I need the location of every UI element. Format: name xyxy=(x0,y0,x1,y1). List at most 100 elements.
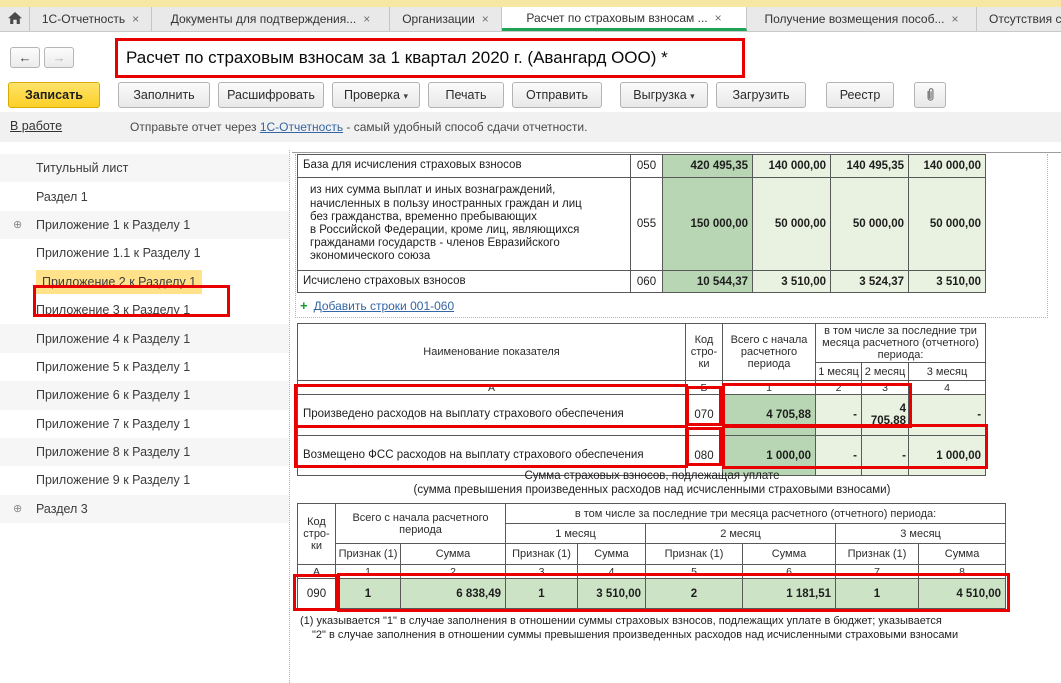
sidebar-item-annex-6[interactable]: Приложение 6 к Разделу 1 xyxy=(0,381,289,410)
back-button[interactable]: ← xyxy=(10,47,40,68)
load-button[interactable]: Загрузить xyxy=(716,82,806,108)
row-090-flag-m2[interactable]: 2 xyxy=(645,578,743,609)
back-arrow-icon: ← xyxy=(18,50,32,65)
numbering-cell: 2 xyxy=(400,564,506,579)
row-055-m2[interactable]: 50 000,00 xyxy=(830,177,909,271)
expand-icon[interactable]: ⊕ xyxy=(13,502,23,515)
sidebar-item-label: Приложение 7 к Разделу 1 xyxy=(36,416,191,431)
row-070-m3[interactable]: - xyxy=(907,394,987,436)
footnote-line-1: (1) указывается "1" в случае заполнения … xyxy=(300,615,942,627)
sidebar-item-annex-1-1[interactable]: Приложение 1.1 к Разделу 1 xyxy=(0,239,289,267)
tab-organizations[interactable]: Организации × xyxy=(390,7,502,31)
page-title: Расчет по страховым взносам за 1 квартал… xyxy=(126,48,668,67)
1c-reporting-link[interactable]: 1С-Отчетность xyxy=(259,120,344,134)
print-button[interactable]: Печать xyxy=(428,82,504,108)
sidebar-item-annex-1[interactable]: ⊕ Приложение 1 к Разделу 1 xyxy=(0,210,289,240)
section-nav: Титульный лист Раздел 1 ⊕ Приложение 1 к … xyxy=(0,154,289,524)
sidebar-item-label: Приложение 6 к Разделу 1 xyxy=(36,388,191,403)
fill-button[interactable]: Заполнить xyxy=(118,82,210,108)
table-row: Исчислено страховых взносов 060 10 544,3… xyxy=(297,270,986,293)
add-rows-link[interactable]: Добавить строки 001-060 xyxy=(313,299,455,313)
save-button[interactable]: Записать xyxy=(8,82,100,108)
row-060-code: 060 xyxy=(630,270,663,293)
table-row: Произведено расходов на выплату страхово… xyxy=(297,394,987,436)
row-050-m2[interactable]: 140 495,35 xyxy=(830,154,909,178)
row-090-sum-total[interactable]: 6 838,49 xyxy=(400,578,506,609)
numbering-cell: А xyxy=(297,380,686,395)
close-icon[interactable]: × xyxy=(951,12,959,26)
sidebar-item-annex-2-selected[interactable]: Приложение 2 к Разделу 1 xyxy=(0,268,289,296)
sidebar-item-annex-8[interactable]: Приложение 8 к Разделу 1 xyxy=(0,437,289,467)
row-055-m3[interactable]: 50 000,00 xyxy=(908,177,986,271)
close-icon[interactable]: × xyxy=(714,10,722,25)
row-050-total[interactable]: 420 495,35 xyxy=(662,154,753,178)
tab-label: Расчет по страховым взносам ... xyxy=(526,10,708,25)
tab-benefit-refund[interactable]: Получение возмещения пособ... × xyxy=(747,7,977,31)
numbering-cell: Б xyxy=(685,380,723,395)
col-header-sum: Сумма xyxy=(917,543,1007,565)
sidebar-item-label: Раздел 1 xyxy=(36,189,88,204)
row-070-label: Произведено расходов на выплату страхово… xyxy=(297,394,686,436)
row-070-total[interactable]: 4 705,88 xyxy=(722,394,816,436)
chevron-down-icon: ▾ xyxy=(690,91,695,101)
col-header-month-1: 1 месяц xyxy=(815,362,862,381)
tab-absences[interactable]: Отсутствия с xyxy=(977,7,1061,31)
expand-icon[interactable]: ⊕ xyxy=(13,218,23,231)
check-menu-button[interactable]: Проверка ▾ xyxy=(332,82,420,108)
row-050-m3[interactable]: 140 000,00 xyxy=(908,154,986,178)
tab-insurance-calc-active[interactable]: Расчет по страховым взносам ... × xyxy=(502,7,747,31)
row-070-m2[interactable]: 4 705,88 xyxy=(861,394,909,436)
sidebar-splitter[interactable] xyxy=(289,150,290,683)
row-090-flag-m3[interactable]: 1 xyxy=(835,578,919,609)
tab-documents[interactable]: Документы для подтверждения... × xyxy=(152,7,390,31)
row-060-m2[interactable]: 3 524,37 xyxy=(830,270,909,293)
forward-arrow-icon: → xyxy=(52,50,66,65)
tab-1c-reporting[interactable]: 1С-Отчетность × xyxy=(30,7,152,31)
row-090-sum-m1[interactable]: 3 510,00 xyxy=(577,578,646,609)
numbering-cell: 1 xyxy=(335,564,401,579)
sidebar-item-section-1[interactable]: Раздел 1 xyxy=(0,182,289,210)
export-menu-button[interactable]: Выгрузка ▾ xyxy=(620,82,708,108)
row-050-m1[interactable]: 140 000,00 xyxy=(752,154,831,178)
close-icon[interactable]: × xyxy=(132,12,140,26)
decrypt-button[interactable]: Расшифровать xyxy=(218,82,324,108)
row-090-sum-m3[interactable]: 4 510,00 xyxy=(917,578,1007,609)
row-090-flag-total[interactable]: 1 xyxy=(335,578,401,609)
sidebar-item-annex-3[interactable]: Приложение 3 к Разделу 1 xyxy=(0,296,289,324)
row-055-m1[interactable]: 50 000,00 xyxy=(752,177,831,271)
sidebar-item-annex-5[interactable]: Приложение 5 к Разделу 1 xyxy=(0,353,289,381)
row-090-flag-m1[interactable]: 1 xyxy=(505,578,578,609)
tab-home[interactable] xyxy=(0,7,30,31)
sidebar-item-label: Приложение 1.1 к Разделу 1 xyxy=(36,246,201,261)
sidebar-item-annex-7[interactable]: Приложение 7 к Разделу 1 xyxy=(0,410,289,438)
numbering-cell: 6 xyxy=(742,564,836,579)
close-icon[interactable]: × xyxy=(481,12,489,26)
row-090-sum-m2[interactable]: 1 181,51 xyxy=(742,578,836,609)
row-060-m3[interactable]: 3 510,00 xyxy=(908,270,986,293)
payable-table: Код стро-ки Всего с начала расчетного пе… xyxy=(297,503,1007,609)
registry-button[interactable]: Реестр xyxy=(826,82,894,108)
row-060-m1[interactable]: 3 510,00 xyxy=(752,270,831,293)
report-status-link[interactable]: В работе xyxy=(10,119,63,133)
sidebar-item-label: Приложение 2 к Разделу 1 xyxy=(36,269,203,294)
col-header-month-2: 2 месяц xyxy=(645,523,836,544)
col-header-flag: Признак (1) xyxy=(505,543,578,565)
attachments-button[interactable] xyxy=(914,82,946,108)
base-table: База для исчисления страховых взносов 05… xyxy=(297,154,986,293)
sidebar-item-annex-4[interactable]: Приложение 4 к Разделу 1 xyxy=(0,324,289,353)
send-button[interactable]: Отправить xyxy=(512,82,602,108)
sidebar-item-label: Приложение 8 к Разделу 1 xyxy=(36,445,191,460)
tab-label: Получение возмещения пособ... xyxy=(764,12,945,26)
row-080-label: Возмещено ФСС расходов на выплату страхо… xyxy=(297,435,686,476)
row-055-total[interactable]: 150 000,00 xyxy=(662,177,753,271)
close-icon[interactable]: × xyxy=(363,12,371,26)
sidebar-item-section-3[interactable]: ⊕ Раздел 3 xyxy=(0,494,289,524)
row-070-m1[interactable]: - xyxy=(815,394,862,436)
forward-button[interactable]: → xyxy=(44,47,74,68)
row-050-label: База для исчисления страховых взносов xyxy=(297,154,631,178)
col-header-code: Код стро-ки xyxy=(297,503,336,565)
status-message-before: Отправьте отчет через xyxy=(130,120,260,134)
row-060-total[interactable]: 10 544,37 xyxy=(662,270,753,293)
sidebar-item-title-page[interactable]: Титульный лист xyxy=(0,154,289,183)
sidebar-item-annex-9[interactable]: Приложение 9 к Разделу 1 xyxy=(0,466,289,494)
